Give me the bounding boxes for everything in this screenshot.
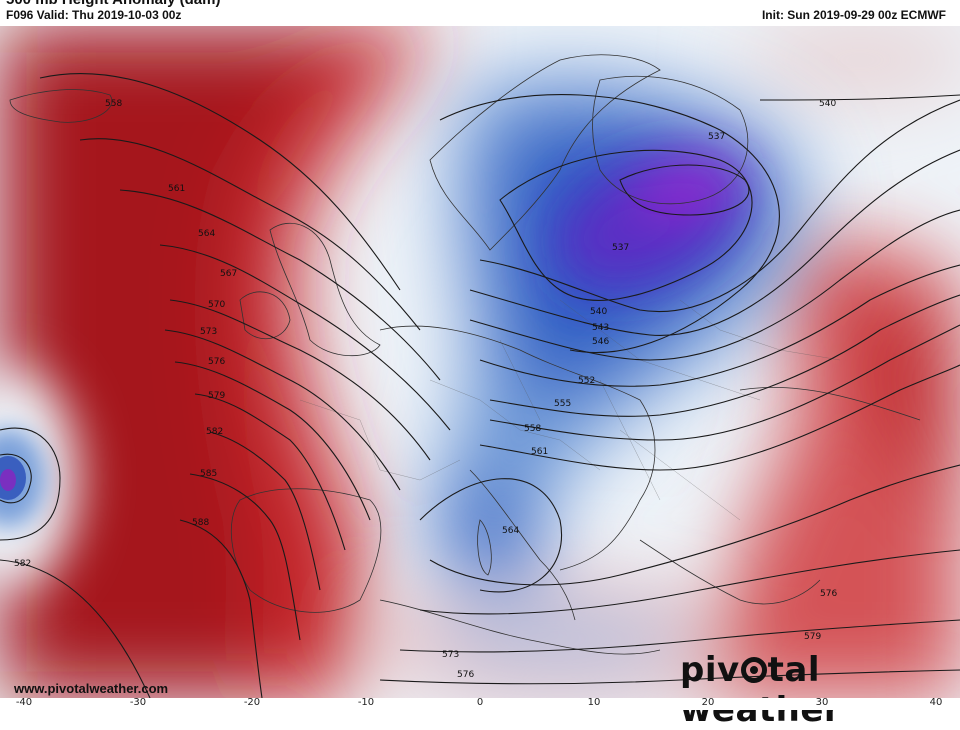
contour-label: 582 xyxy=(14,559,31,569)
longitude-tick: -20 xyxy=(243,697,261,708)
contour-label: 561 xyxy=(168,184,185,194)
contour-label: 573 xyxy=(442,650,459,660)
contour-labels: 558 561 564 567 570 573 576 579 582 585 … xyxy=(14,99,837,680)
contour-label: 558 xyxy=(524,424,541,434)
contour-label: 540 xyxy=(590,307,607,317)
contour-label: 540 xyxy=(819,99,836,109)
contour-label: 561 xyxy=(531,447,548,457)
brand-logo: piv tal weather xyxy=(680,650,960,730)
longitude-tick: -40 xyxy=(15,697,33,708)
contour-label: 588 xyxy=(192,518,209,528)
contour-label: 537 xyxy=(708,132,725,142)
trough-core xyxy=(555,151,745,289)
brand-text-left: piv xyxy=(680,650,740,690)
longitude-tick: 0 xyxy=(476,697,484,708)
init-time: Init: Sun 2019-09-29 00z ECMWF xyxy=(761,8,946,22)
longitude-tick: -30 xyxy=(129,697,147,708)
contour-label: 567 xyxy=(220,269,237,279)
contour-label: 555 xyxy=(554,399,571,409)
contour-label: 570 xyxy=(208,300,225,310)
contour-label: 576 xyxy=(208,357,225,367)
contour-label: 552 xyxy=(578,376,595,386)
contour-label: 543 xyxy=(592,323,609,333)
valid-time: F096 Valid: Thu 2019-10-03 00z xyxy=(6,8,182,22)
contour-label: 564 xyxy=(502,526,519,536)
contour-label: 579 xyxy=(208,391,225,401)
contour-label: 576 xyxy=(457,670,474,680)
longitude-tick: 30 xyxy=(815,697,829,708)
contour-label: 576 xyxy=(820,589,837,599)
map-header: 500 mb Height Anomaly (dam) F096 Valid: … xyxy=(0,0,960,26)
website-url[interactable]: www.pivotalweather.com xyxy=(14,681,169,696)
longitude-axis: -40 -30 -20 -10 0 10 20 30 40 xyxy=(0,697,960,710)
longitude-tick: -10 xyxy=(357,697,375,708)
anomaly-map[interactable]: 558 561 564 567 570 573 576 579 582 585 … xyxy=(0,26,960,698)
gear-icon xyxy=(740,657,767,683)
contour-label: 582 xyxy=(206,427,223,437)
longitude-tick: 40 xyxy=(929,697,943,708)
map-title: 500 mb Height Anomaly (dam) xyxy=(6,0,220,8)
contour-label: 537 xyxy=(612,243,629,253)
contour-label: 573 xyxy=(200,327,217,337)
contour-label: 579 xyxy=(804,632,821,642)
contour-label: 564 xyxy=(198,229,215,239)
contour-label: 585 xyxy=(200,469,217,479)
longitude-tick: 10 xyxy=(587,697,601,708)
contour-label: 558 xyxy=(105,99,122,109)
longitude-tick: 20 xyxy=(701,697,715,708)
map-canvas: 558 561 564 567 570 573 576 579 582 585 … xyxy=(0,26,960,698)
contour-label: 546 xyxy=(592,337,609,347)
height-contours xyxy=(0,73,960,698)
